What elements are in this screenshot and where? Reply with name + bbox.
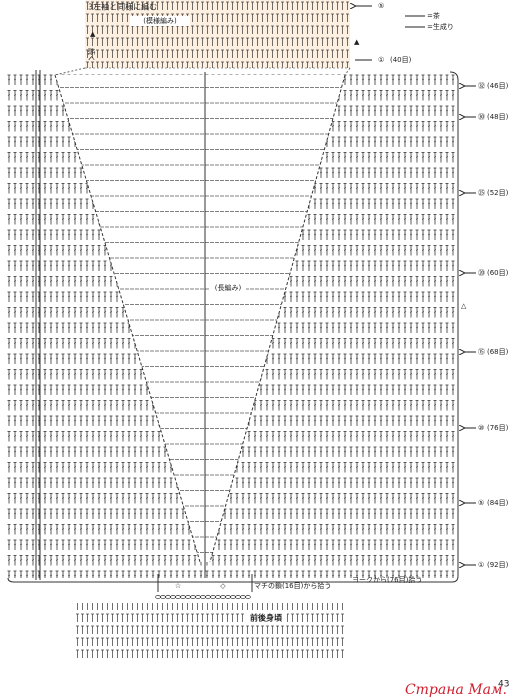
chain-stitch	[215, 595, 221, 599]
triangle: ▲	[90, 30, 96, 38]
label-bg	[245, 612, 287, 624]
body-area	[55, 75, 345, 562]
body-label: (長編み)	[215, 283, 242, 292]
pattern-label: (模様編み)	[143, 16, 177, 25]
row-count: (40目)	[390, 56, 412, 64]
chain-stitch	[155, 595, 161, 599]
row-mark: ⑤	[378, 2, 384, 10]
row-mark: ㉚	[478, 113, 485, 121]
label-bg	[130, 16, 190, 26]
row-count: (60目)	[487, 269, 509, 277]
pickup-note: ヨークから(76目)拾う	[352, 575, 422, 584]
row-count: (84目)	[487, 499, 509, 507]
chain-stitch	[170, 595, 176, 599]
chain-stitch	[205, 595, 211, 599]
chain-stitch	[175, 595, 181, 599]
row-mark: ⑮	[478, 348, 485, 356]
row-mark: ㉜	[478, 82, 485, 90]
continue: 続く	[87, 48, 96, 62]
row-mark: ⑩	[478, 424, 484, 432]
star: ☆	[175, 582, 181, 590]
guide	[344, 67, 351, 76]
decrease-line	[209, 74, 346, 563]
chain-stitch	[245, 595, 251, 599]
row-mark: ⑳	[478, 269, 485, 277]
pickup-note: マチの鎖(16目)から拾う	[254, 581, 331, 590]
chain-stitch	[185, 595, 191, 599]
row-count: (76目)	[487, 424, 509, 432]
row-count: (48目)	[487, 113, 509, 121]
diamond: ◇	[220, 582, 226, 590]
page-number: 43	[498, 680, 509, 690]
chain-stitch	[210, 595, 216, 599]
row-count: (92目)	[487, 561, 509, 569]
chain-stitch	[200, 595, 206, 599]
watermark: Страна Мам.	[405, 682, 507, 698]
chain-stitch	[225, 595, 231, 599]
right-bracket	[449, 71, 459, 576]
triangle: ▲	[354, 38, 360, 46]
front-back-stitches	[75, 603, 345, 660]
row-mark: ㉕	[478, 189, 485, 197]
chain-stitch	[195, 595, 201, 599]
chain-stitch	[165, 595, 171, 599]
instruction: 3左袖と同様に編む	[88, 2, 157, 12]
row-mark: ⑤	[478, 499, 484, 507]
label-bg	[210, 283, 246, 293]
yoke-stitches	[85, 0, 350, 68]
triangle: △	[461, 302, 467, 310]
chain-stitch	[190, 595, 196, 599]
chain-stitch	[240, 595, 246, 599]
legend-label: =茶	[427, 11, 440, 20]
row-count: (46目)	[487, 82, 509, 90]
row-count: (68目)	[487, 348, 509, 356]
chain-stitch	[180, 595, 186, 599]
bottom-bracket	[7, 575, 459, 583]
chain-stitch	[230, 595, 236, 599]
chain-stitch	[160, 595, 166, 599]
row-mark: ①	[378, 56, 384, 64]
section-label: 前後身頃	[250, 613, 283, 623]
legend-label: =生成り	[427, 22, 454, 31]
chain-stitch	[220, 595, 226, 599]
row-count: (52目)	[487, 189, 509, 197]
chain-stitch	[235, 595, 241, 599]
row-mark: ①	[478, 561, 484, 569]
